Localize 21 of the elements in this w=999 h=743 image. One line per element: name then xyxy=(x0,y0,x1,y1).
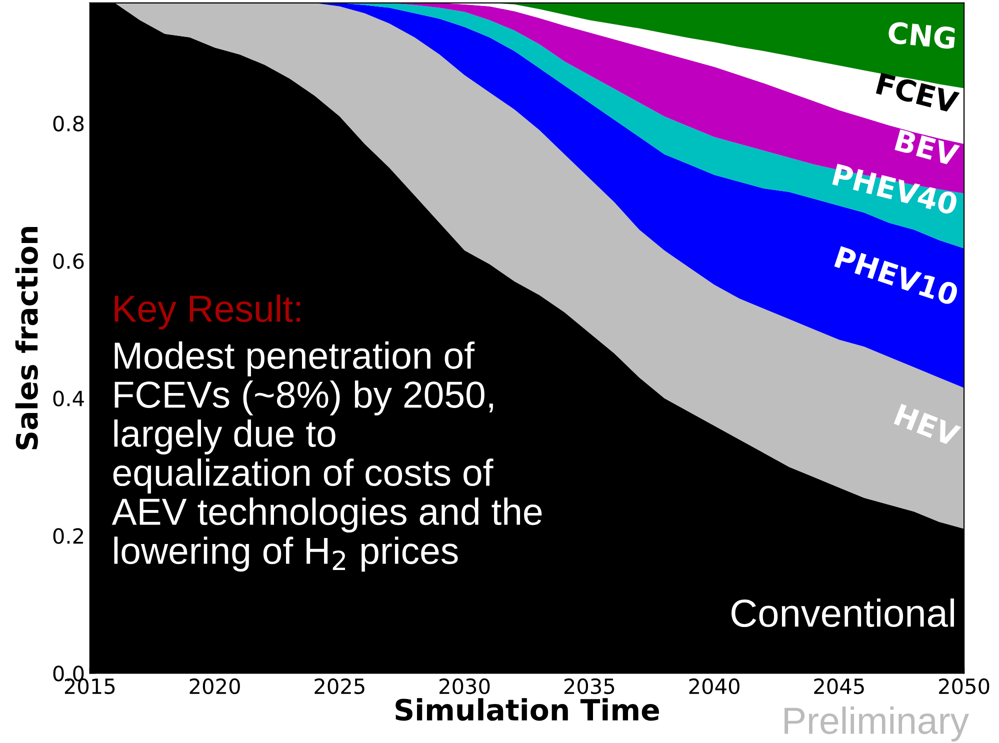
x-tick-label: 2025 xyxy=(314,678,364,694)
text: Preliminary xyxy=(784,706,969,742)
y-tick-label: 0.4 xyxy=(53,390,84,406)
x-tick-label: 2050 xyxy=(939,678,990,694)
x-axis-title: Simulation Time xyxy=(396,698,659,721)
x-tick-label: 2040 xyxy=(689,678,740,694)
x-tick-label: 2030 xyxy=(440,678,490,694)
y-axis-title: Sales fraction xyxy=(15,226,38,450)
annotation: Key Result: xyxy=(114,294,300,330)
series-label: HEV xyxy=(894,404,962,447)
y-tick-label: 0.6 xyxy=(53,253,84,269)
series-label: CNG xyxy=(888,21,956,50)
x-tick-label: 2045 xyxy=(814,678,864,694)
y-tick-label: 0.2 xyxy=(53,528,83,544)
series-label: BEV xyxy=(894,129,960,166)
series-label: Conventional xyxy=(732,598,954,628)
annotation: Modest penetration of FCEVs (~8%) by 2050, largely due to equalization of costs of AEV technologies and the lowering of H$_{2}$ prices xyxy=(112,341,542,572)
y-tick-label: 0.8 xyxy=(53,116,84,132)
x-tick-label: 2020 xyxy=(190,678,240,694)
x-tick-label: 2035 xyxy=(564,678,614,694)
series-label: FCEV xyxy=(876,72,960,114)
